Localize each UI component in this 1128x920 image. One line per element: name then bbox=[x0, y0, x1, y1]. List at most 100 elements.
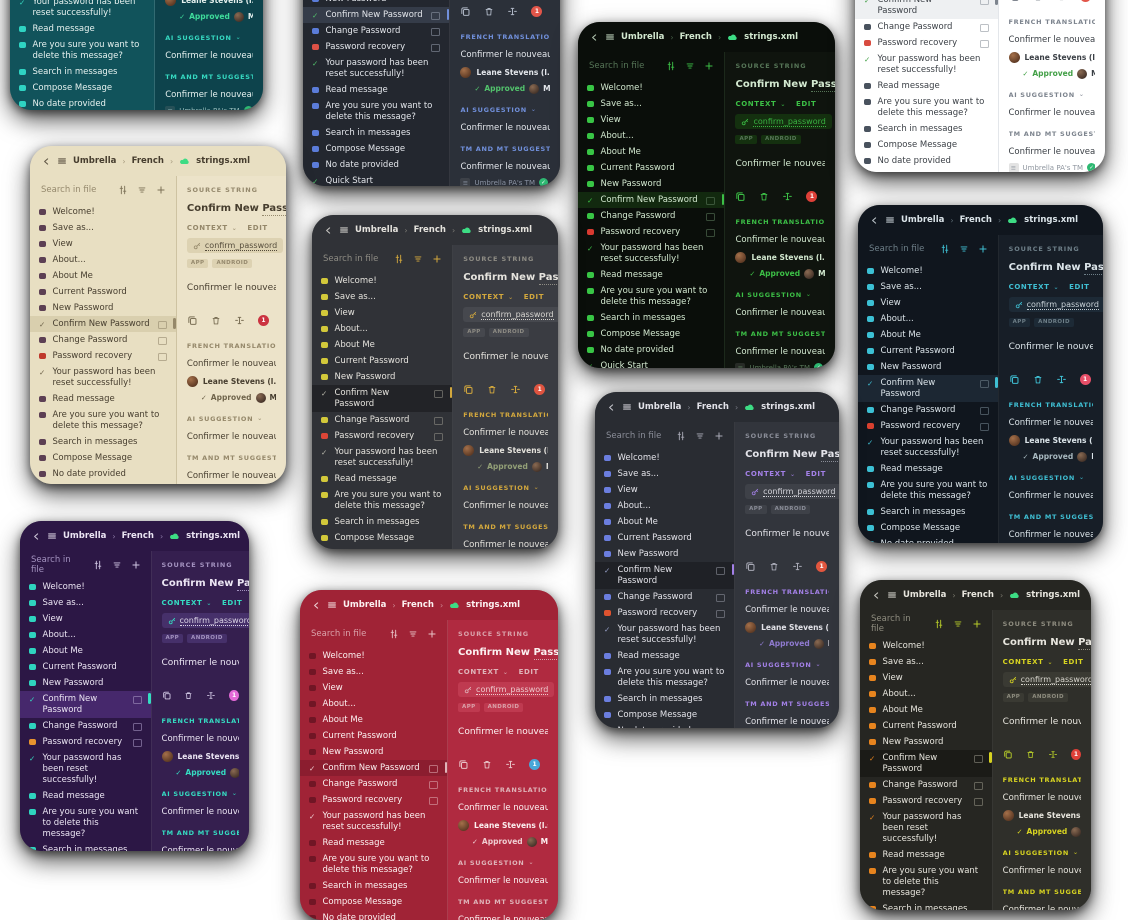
back-icon[interactable] bbox=[32, 532, 41, 541]
string-list-item[interactable]: Save as... bbox=[20, 595, 151, 611]
search-input[interactable]: Search in file bbox=[323, 254, 385, 264]
context-label[interactable]: CONTEXT bbox=[458, 668, 499, 676]
string-list-item[interactable]: About Me bbox=[20, 643, 151, 659]
back-icon[interactable] bbox=[312, 601, 321, 610]
string-list-item[interactable]: Save as... bbox=[595, 466, 734, 482]
trash-icon[interactable] bbox=[484, 6, 494, 17]
edit-button[interactable]: EDIT bbox=[524, 293, 544, 301]
string-list-item[interactable]: About... bbox=[20, 627, 151, 643]
menu-icon[interactable] bbox=[327, 600, 337, 610]
string-list-item[interactable]: Read message bbox=[855, 78, 998, 94]
ai-suggestion-text[interactable]: Confirmer le nouveau mot de passe bbox=[162, 807, 239, 817]
copy-icon[interactable] bbox=[1003, 749, 1013, 760]
string-list-item[interactable]: ✓Confirm New Password bbox=[30, 316, 176, 332]
string-list-item[interactable]: Are you sure you want to delete this mes… bbox=[858, 477, 998, 504]
translation-input[interactable]: Confirmer le nouveau mot de Pa bbox=[162, 658, 239, 668]
string-list-item[interactable]: Password recovery bbox=[855, 35, 998, 51]
string-list-item[interactable]: Are you sure you want to delete this mes… bbox=[10, 37, 154, 64]
string-list-item[interactable]: Read message bbox=[30, 391, 176, 407]
string-list-item[interactable]: Are you sure you want to delete this mes… bbox=[20, 804, 151, 842]
notification-badge[interactable]: 1 bbox=[229, 690, 239, 701]
breadcrumb-file[interactable]: strings.xml bbox=[744, 32, 798, 42]
sort-icon[interactable] bbox=[695, 431, 705, 441]
string-list-item[interactable]: Welcome! bbox=[578, 80, 724, 96]
scrollbar-thumb[interactable] bbox=[732, 564, 735, 575]
string-list-item[interactable]: ✓Your password has been reset successful… bbox=[30, 364, 176, 391]
string-list-item[interactable]: About Me bbox=[860, 702, 992, 718]
string-list-item[interactable]: Are you sure you want to delete this mes… bbox=[860, 863, 992, 901]
string-list-item[interactable]: View bbox=[30, 236, 176, 252]
search-input[interactable]: Search in file bbox=[41, 185, 109, 195]
translation-input[interactable]: Confirmer le nouveau mot de Pa bbox=[463, 352, 548, 362]
string-list-item[interactable]: ✓Your password has been reset successful… bbox=[10, 0, 154, 21]
translation-input[interactable]: Confirmer le nouveau mot de Pa bbox=[458, 727, 548, 737]
rename-icon[interactable] bbox=[1056, 0, 1067, 2]
breadcrumb-project[interactable]: Umbrella bbox=[903, 590, 946, 600]
string-list-item[interactable]: Password recovery bbox=[303, 39, 449, 55]
string-list-item[interactable]: View bbox=[300, 680, 447, 696]
rename-icon[interactable] bbox=[792, 561, 803, 572]
string-key-pill[interactable]: confirm_password bbox=[745, 484, 839, 499]
copy-icon[interactable] bbox=[162, 690, 172, 701]
translator-name[interactable]: Leane Stevens (l.stevens) bbox=[474, 821, 548, 830]
back-icon[interactable] bbox=[607, 403, 616, 412]
french-suggestion-text[interactable]: Confirmer le nouveau mot de Pass bbox=[1009, 418, 1093, 428]
search-input[interactable]: Search in file bbox=[311, 629, 380, 639]
section-tm-mt-suggestions[interactable]: TM AND MT SUGGESTIONS⌄ bbox=[735, 330, 825, 338]
menu-icon[interactable] bbox=[885, 215, 895, 225]
string-list-item[interactable]: ✓Your password has been reset successful… bbox=[300, 808, 447, 835]
notification-badge[interactable]: 1 bbox=[534, 384, 545, 395]
trash-icon[interactable] bbox=[482, 759, 492, 770]
section-tm-mt-suggestions[interactable]: TM AND MT SUGGESTIONS⌄ bbox=[458, 898, 548, 906]
menu-icon[interactable] bbox=[605, 32, 615, 42]
string-list-item[interactable]: Compose Message bbox=[855, 137, 998, 153]
string-list-item[interactable]: ✓Your password has been reset successful… bbox=[860, 809, 992, 847]
section-ai-suggestion[interactable]: AI SUGGESTION⌄ bbox=[458, 859, 548, 867]
breadcrumb-language[interactable]: French bbox=[697, 402, 729, 412]
trash-icon[interactable] bbox=[1033, 0, 1043, 2]
tm-suggestion-text[interactable]: Confirmer le nouveau mot de passe bbox=[458, 915, 548, 920]
sort-icon[interactable] bbox=[137, 185, 147, 195]
section-tm-mt-suggestions[interactable]: TM AND MT SUGGESTIONS⌄ bbox=[1009, 130, 1096, 138]
sort-icon[interactable] bbox=[953, 619, 963, 629]
section-french-translations[interactable]: FRENCH TRANSLATIONS⌄ bbox=[1003, 776, 1081, 784]
notification-badge[interactable]: 1 bbox=[1080, 0, 1091, 2]
trash-icon[interactable] bbox=[184, 690, 193, 701]
string-list-item[interactable]: Welcome! bbox=[20, 579, 151, 595]
string-list-item[interactable]: Password recovery bbox=[312, 428, 452, 444]
string-list-item[interactable]: No date provided bbox=[10, 96, 154, 110]
notification-badge[interactable]: 1 bbox=[816, 561, 827, 572]
breadcrumb-file[interactable]: strings.xml bbox=[761, 402, 815, 412]
back-icon[interactable] bbox=[872, 591, 881, 600]
filter-settings-icon[interactable] bbox=[666, 61, 676, 71]
string-list-item[interactable]: About... bbox=[30, 252, 176, 268]
string-list-item[interactable]: ✓Your password has been reset successful… bbox=[303, 55, 449, 82]
tm-source-name[interactable]: Umbrella PA's TM bbox=[1023, 164, 1084, 172]
string-list-item[interactable]: Password recovery bbox=[578, 224, 724, 240]
sort-icon[interactable] bbox=[413, 254, 423, 264]
string-list-item[interactable]: Password recovery bbox=[595, 605, 734, 621]
translator-name[interactable]: Leane Stevens (l.stevens) bbox=[751, 253, 825, 262]
string-key-pill[interactable]: confirm_password bbox=[1009, 297, 1103, 312]
string-list-item[interactable]: Compose Message bbox=[858, 520, 998, 536]
string-list-item[interactable]: About... bbox=[860, 686, 992, 702]
copy-icon[interactable] bbox=[735, 191, 746, 202]
section-french-translations[interactable]: FRENCH TRANSLATIONS⌄ bbox=[463, 411, 548, 419]
approver-name[interactable]: Michael Dudar (ac bbox=[248, 12, 253, 21]
add-icon[interactable] bbox=[714, 431, 724, 441]
edit-button[interactable]: EDIT bbox=[222, 599, 242, 607]
menu-icon[interactable] bbox=[57, 156, 67, 166]
edit-button[interactable]: EDIT bbox=[796, 100, 816, 108]
context-label[interactable]: CONTEXT bbox=[1009, 283, 1050, 291]
copy-icon[interactable] bbox=[187, 315, 198, 326]
string-key-pill[interactable]: confirm_password bbox=[458, 682, 554, 697]
section-french-translations[interactable]: FRENCH TRANSLATIONS⌄ bbox=[1009, 18, 1096, 26]
tm-suggestion-text[interactable]: Confirmer le nouveau mot de passe bbox=[187, 471, 276, 481]
translator-name[interactable]: Leane Stevens (l.stevens) bbox=[476, 68, 550, 77]
translation-input[interactable]: Confirmer le nouveau mot de Pa bbox=[735, 159, 825, 169]
section-ai-suggestion[interactable]: AI SUGGESTION⌄ bbox=[162, 790, 239, 798]
string-list-item[interactable]: Read message bbox=[312, 471, 452, 487]
string-list-item[interactable]: View bbox=[858, 295, 998, 311]
translator-name[interactable]: Leane Stevens (l.stevens) bbox=[1019, 811, 1081, 820]
breadcrumb-project[interactable]: Umbrella bbox=[621, 32, 664, 42]
